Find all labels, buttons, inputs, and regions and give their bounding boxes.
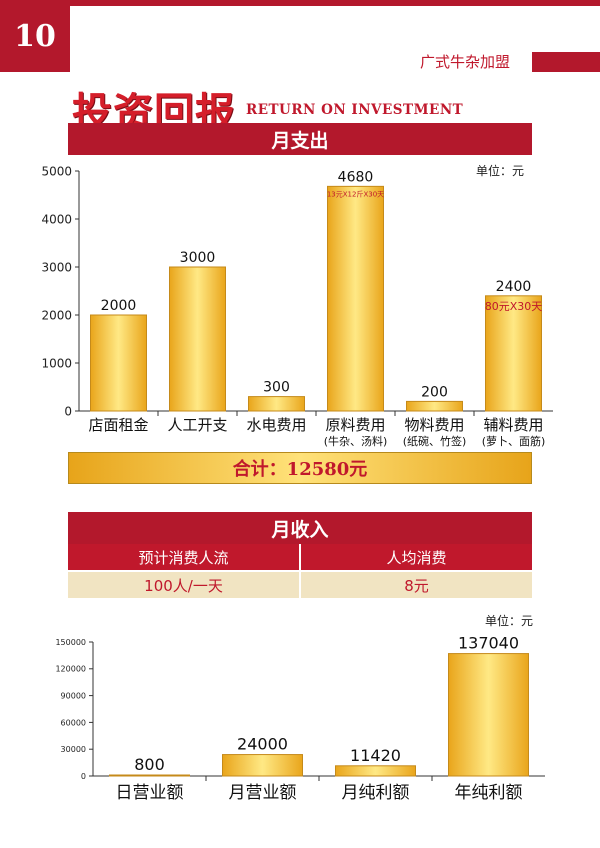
income-table-header-row: 预计消费人流 人均消费 [68,544,532,572]
category-note: (萝卜、面筋) [482,434,546,448]
y-tick-label: 2000 [41,308,72,322]
category-label: 日营业额 [116,783,184,803]
bar [169,266,226,412]
bar-annotation: 80元X30天 [485,300,543,313]
income-table: 预计消费人流 人均消费 100人/一天 8元 [68,544,532,598]
y-tick-label: 90000 [61,691,86,700]
y-tick-label: 60000 [61,718,86,727]
income-unit-label: 单位：元 [485,614,534,628]
expense-chart: 0 1000 2000 3000 4000 5000 2000 店面租金 3000 人工开支 300… [41,164,553,448]
brand-label: 广式牛杂加盟 [420,53,511,71]
header-visitor-flow: 预计消费人流 [68,544,301,570]
brand-bar [532,52,600,72]
category-label: 年纯利额 [455,783,523,803]
income-table-value-row: 100人/一天 8元 [68,572,532,598]
y-tick-label: 1000 [41,356,72,370]
bar [485,295,542,412]
y-tick-label: 30000 [61,745,86,754]
expense-banner: 月支出 [68,123,532,155]
header-per-capita: 人均消费 [301,544,532,570]
bar [248,396,305,412]
bar-annotation: 13元X12斤X30天 [327,189,384,198]
data-label: 11420 [350,746,401,765]
category-note: (纸碗、竹签) [403,434,467,448]
category-label: 月营业额 [229,783,297,803]
data-label: 4680 [338,169,374,185]
category-label: 水电费用 [246,416,306,434]
data-label: 2000 [101,298,137,314]
category-label: 人工开支 [167,416,227,434]
data-label: 137040 [458,634,519,653]
data-label: 200 [421,384,448,400]
page-number: 10 [0,0,70,72]
expense-unit-label: 单位：元 [476,164,525,178]
bar [327,185,384,412]
value-visitor-flow: 100人/一天 [68,572,301,598]
y-tick-label: 5000 [41,164,72,178]
top-bar [70,0,600,6]
value-per-capita: 8元 [301,572,532,598]
category-label: 原料费用 [325,416,385,434]
income-banner: 月收入 [68,512,532,544]
bar [222,754,303,777]
category-note: (牛杂、汤料) [324,434,388,448]
bar [109,774,190,777]
page-subtitle: RETURN ON INVESTMENT [246,102,464,118]
data-label: 24000 [237,735,288,754]
y-tick-label: 120000 [55,665,86,674]
data-label: 2400 [496,279,532,295]
y-tick-label: 150000 [55,638,86,647]
category-label: 辅料费用 [483,416,543,434]
bar [448,653,529,777]
y-tick-label: 0 [64,404,72,418]
bar [335,765,416,777]
y-tick-label: 4000 [41,212,72,226]
data-label: 800 [134,755,165,774]
data-label: 300 [263,380,290,396]
category-label: 月纯利额 [342,783,410,803]
y-tick-label: 3000 [41,260,72,274]
category-label: 物料费用 [404,416,464,434]
bar [90,314,147,412]
bar [406,400,463,412]
y-tick-label: 0 [81,772,86,781]
data-label: 3000 [180,250,216,266]
income-chart: 0 30000 60000 90000 120000 150000 800 日营业额 24000… [55,634,545,803]
expense-total: 合计：12580元 [68,452,532,484]
category-label: 店面租金 [88,416,148,434]
